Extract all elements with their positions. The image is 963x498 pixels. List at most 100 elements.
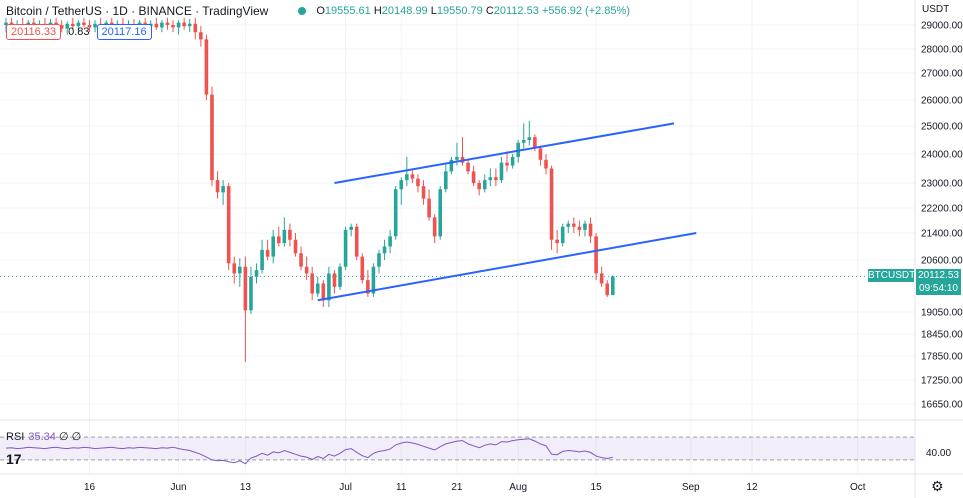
candle-102 <box>572 217 576 233</box>
candle-body <box>238 266 242 274</box>
ohlc-values: O19555.61 H20148.99 L19550.79 C20112.53 … <box>316 5 630 17</box>
gear-icon[interactable]: ⚙ <box>931 478 944 494</box>
candle-13 <box>76 20 81 33</box>
candle-29 <box>165 17 170 30</box>
time-axis[interactable]: 16 Jun 13 Jul 11 21 Aug 15 Sep 12 Oct <box>84 482 866 493</box>
candle-59 <box>332 270 337 294</box>
candle-38 <box>215 171 220 199</box>
y-tick-label-12: 17850.00 <box>921 352 963 363</box>
candle-58 <box>327 266 331 307</box>
rsi-pane <box>0 436 963 475</box>
candle-49 <box>276 226 281 247</box>
candle-50 <box>282 217 287 247</box>
candle-70 <box>393 186 398 240</box>
candle-body <box>521 140 526 143</box>
candle-45 <box>254 263 259 284</box>
candle-74 <box>416 174 420 193</box>
candle-41 <box>232 256 237 284</box>
candle-101 <box>566 220 571 233</box>
rsi-value: 35.34 <box>28 431 56 443</box>
rsi-label: RSI <box>6 431 25 443</box>
rsi-level-label: 40.00 <box>925 448 952 459</box>
market-open-icon <box>298 7 307 15</box>
price-axis[interactable]: 29000.00 28000.00 27000.00 26000.00 25000.00… <box>914 0 963 498</box>
candle-body <box>405 174 409 181</box>
candle-33 <box>187 19 192 33</box>
candle-body <box>527 137 532 140</box>
candle-40 <box>226 183 231 271</box>
candle-body <box>455 156 459 160</box>
candle-body <box>282 229 287 244</box>
candle-body <box>315 283 320 294</box>
candle-body <box>382 246 387 254</box>
candle-body <box>371 266 376 294</box>
y-tick-label-11: 18450.00 <box>921 330 963 341</box>
candle-body <box>466 162 470 172</box>
candle-body <box>215 180 220 193</box>
candle-body <box>399 180 404 190</box>
candle-body <box>438 189 443 237</box>
axis-currency-label[interactable]: USDT <box>922 4 950 15</box>
candle-71 <box>399 177 404 205</box>
candle-51 <box>288 223 292 247</box>
candle-body <box>427 198 431 218</box>
candle-63 <box>354 223 359 260</box>
candle-body <box>59 25 64 29</box>
candle-body <box>349 226 353 230</box>
x-tick-label-7: 15 <box>591 482 603 493</box>
candle-body <box>577 226 582 230</box>
candle-body <box>560 226 565 244</box>
candle-53 <box>299 246 303 271</box>
quote-panel: 20116.33 0.83 20117.16 <box>6 24 152 40</box>
candle-body <box>154 23 159 28</box>
candle-105 <box>588 217 593 244</box>
candle-76 <box>427 189 431 221</box>
candle-109 <box>611 275 615 296</box>
y-tick-label-6: 23000.00 <box>921 179 963 190</box>
open-label: O <box>316 5 325 17</box>
change-value: +556.92 (+2.85%) <box>541 5 630 17</box>
candle-72 <box>405 156 409 187</box>
candle-body <box>421 186 426 199</box>
candle-85 <box>477 180 481 196</box>
candle-body <box>276 236 281 244</box>
candle-body <box>471 171 476 183</box>
candle-43 <box>243 256 248 362</box>
candle-body <box>293 239 298 254</box>
candle-88 <box>494 168 498 187</box>
candle-body <box>549 168 554 240</box>
candle-93 <box>521 123 526 149</box>
buy-button[interactable]: 20117.16 <box>96 24 152 40</box>
candle-body <box>605 283 610 296</box>
candle-56 <box>315 276 320 297</box>
candle-body <box>54 22 58 25</box>
candle-77 <box>432 214 437 244</box>
candle-94 <box>527 120 532 146</box>
y-tick-label-2: 27000.00 <box>921 69 963 80</box>
candle-104 <box>583 220 587 237</box>
x-tick-label-10: Oct <box>850 482 866 493</box>
candle-body <box>505 162 509 166</box>
x-tick-label-5: 21 <box>451 482 463 493</box>
candle-body <box>271 236 276 257</box>
open-value: 19555.61 <box>324 5 371 17</box>
candle-body <box>299 253 303 267</box>
candle-46 <box>260 239 264 274</box>
y-tick-label-9: 20600.00 <box>921 256 963 267</box>
symbol-header[interactable]: Bitcoin / TetherUS · 1D · BINANCE · Trad… <box>6 4 630 18</box>
upper-channel-line <box>334 122 675 184</box>
rsi-legend[interactable]: RSI 35.34 ∅ ∅ <box>6 430 81 443</box>
candle-body <box>360 256 365 281</box>
candle-body <box>265 249 270 257</box>
sell-button[interactable]: 20116.33 <box>6 24 62 40</box>
candle-100 <box>560 223 565 247</box>
tradingview-logo-icon[interactable]: 17 <box>6 451 22 467</box>
candle-body <box>432 217 437 237</box>
candle-body <box>538 148 543 160</box>
price-pane[interactable] <box>0 0 963 474</box>
candle-body <box>377 253 381 267</box>
candle-body <box>204 39 209 95</box>
symbol-title[interactable]: Bitcoin / TetherUS · 1D · BINANCE · Trad… <box>6 4 269 18</box>
y-tick-label-4: 25000.00 <box>921 122 963 133</box>
